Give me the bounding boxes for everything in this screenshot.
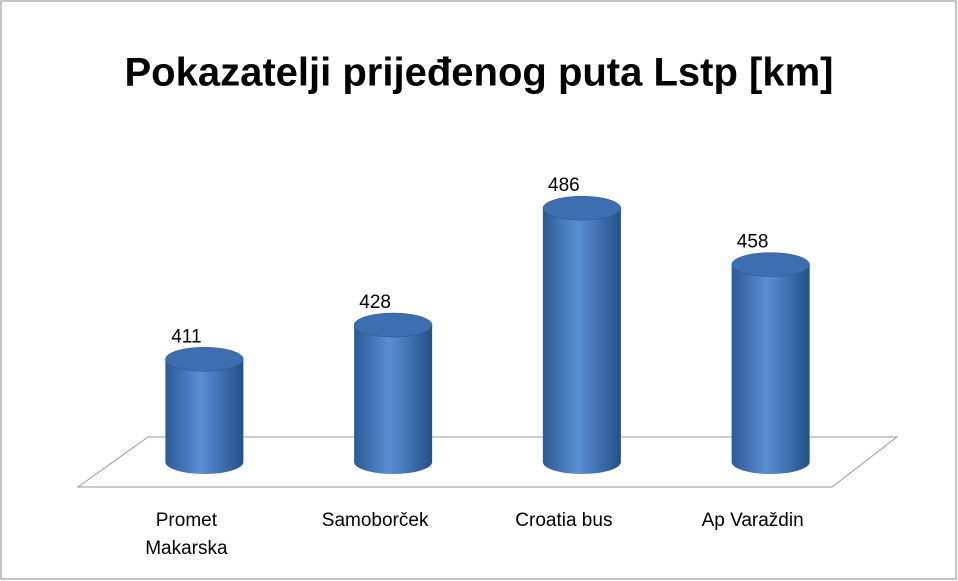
- chart-title: Pokazatelji prijeđenog puta Lstp [km]: [125, 51, 834, 95]
- bar-top: [165, 347, 244, 372]
- bar-top: [353, 312, 433, 338]
- bar: [165, 359, 244, 474]
- bar: [542, 208, 621, 474]
- value-label: 486: [548, 175, 580, 196]
- value-label: 411: [171, 326, 201, 347]
- x-tick-label: Promet Makarska: [145, 510, 228, 559]
- floor: [76, 436, 899, 488]
- x-tick-label: Croatia bus: [515, 510, 613, 531]
- x-tick-label: Ap Varaždin: [701, 510, 804, 531]
- bar-top: [731, 252, 810, 277]
- bar-top: [542, 195, 622, 221]
- bar: [354, 325, 433, 474]
- value-label: 458: [737, 232, 769, 253]
- value-label: 428: [359, 292, 391, 313]
- x-tick-label: Samoborček: [321, 510, 429, 531]
- bar: [731, 264, 810, 474]
